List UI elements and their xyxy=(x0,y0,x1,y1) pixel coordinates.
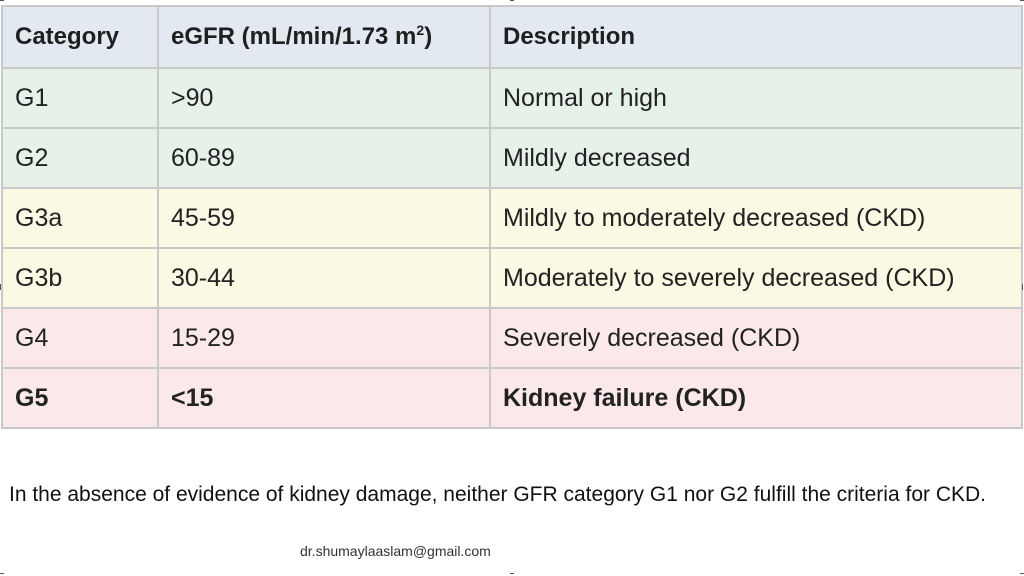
cell-description: Mildly decreased xyxy=(489,127,1023,189)
header-egfr: eGFR (mL/min/1.73 m2) xyxy=(157,5,491,69)
cell-category: G2 xyxy=(1,127,159,189)
cell-egfr: 45-59 xyxy=(157,187,491,249)
cell-category: G1 xyxy=(1,67,159,129)
cell-description: Kidney failure (CKD) xyxy=(489,367,1023,429)
slide-corner-mark xyxy=(1020,0,1024,1)
slide-corner-mark xyxy=(510,573,514,574)
footnote: In the absence of evidence of kidney dam… xyxy=(9,483,986,506)
table-row: G4 15-29 Severely decreased (CKD) xyxy=(1,307,1023,369)
cell-egfr: >90 xyxy=(157,67,491,129)
gfr-category-table: Category eGFR (mL/min/1.73 m2) Descripti… xyxy=(1,5,1023,429)
cell-egfr: 15-29 xyxy=(157,307,491,369)
cell-category: G3a xyxy=(1,187,159,249)
header-egfr-close: ) xyxy=(424,23,433,50)
cell-category: G5 xyxy=(1,367,159,429)
cell-description: Moderately to severely decreased (CKD) xyxy=(489,247,1023,309)
slide-corner-mark xyxy=(510,0,514,1)
table-row: G2 60-89 Mildly decreased xyxy=(1,127,1023,189)
header-category: Category xyxy=(1,5,159,69)
author-email: dr.shumaylaaslam@gmail.com xyxy=(300,543,491,559)
slide-corner-mark xyxy=(1020,573,1024,574)
slide-corner-mark xyxy=(0,0,4,1)
cell-category: G4 xyxy=(1,307,159,369)
cell-description: Severely decreased (CKD) xyxy=(489,307,1023,369)
header-egfr-label: eGFR (mL/min/1.73 m xyxy=(171,23,417,50)
cell-egfr: 60-89 xyxy=(157,127,491,189)
header-description: Description xyxy=(489,5,1023,69)
table-row: G3b 30-44 Moderately to severely decreased… xyxy=(1,247,1023,309)
table-header-row: Category eGFR (mL/min/1.73 m2) Descripti… xyxy=(1,5,1023,69)
table-row: G3a 45-59 Mildly to moderately decreased (… xyxy=(1,187,1023,249)
cell-description: Normal or high xyxy=(489,67,1023,129)
slide-edge-mark xyxy=(1022,284,1023,290)
cell-egfr: <15 xyxy=(157,367,491,429)
header-egfr-superscript: 2 xyxy=(416,22,425,38)
slide-edge-mark xyxy=(0,284,1,290)
table-row: G1 >90 Normal or high xyxy=(1,67,1023,129)
cell-description: Mildly to moderately decreased (CKD) xyxy=(489,187,1023,249)
table-row: G5 <15 Kidney failure (CKD) xyxy=(1,367,1023,429)
cell-category: G3b xyxy=(1,247,159,309)
table-body: G1 >90 Normal or high G2 60-89 Mildly decreas… xyxy=(1,67,1023,429)
slide-corner-mark xyxy=(0,573,4,574)
cell-egfr: 30-44 xyxy=(157,247,491,309)
